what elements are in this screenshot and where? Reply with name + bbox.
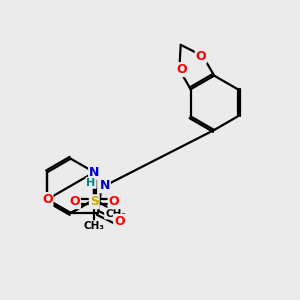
Text: CH₃: CH₃ [84, 221, 105, 231]
Text: H: H [86, 178, 96, 188]
Text: S: S [90, 195, 99, 208]
Text: N: N [89, 166, 100, 179]
Text: O: O [42, 193, 52, 206]
Text: O: O [114, 215, 125, 228]
Text: CH₃: CH₃ [105, 208, 126, 219]
Text: O: O [176, 63, 187, 76]
Text: N: N [100, 179, 110, 192]
Text: O: O [69, 195, 80, 208]
Text: O: O [109, 195, 119, 208]
Text: O: O [196, 50, 206, 62]
